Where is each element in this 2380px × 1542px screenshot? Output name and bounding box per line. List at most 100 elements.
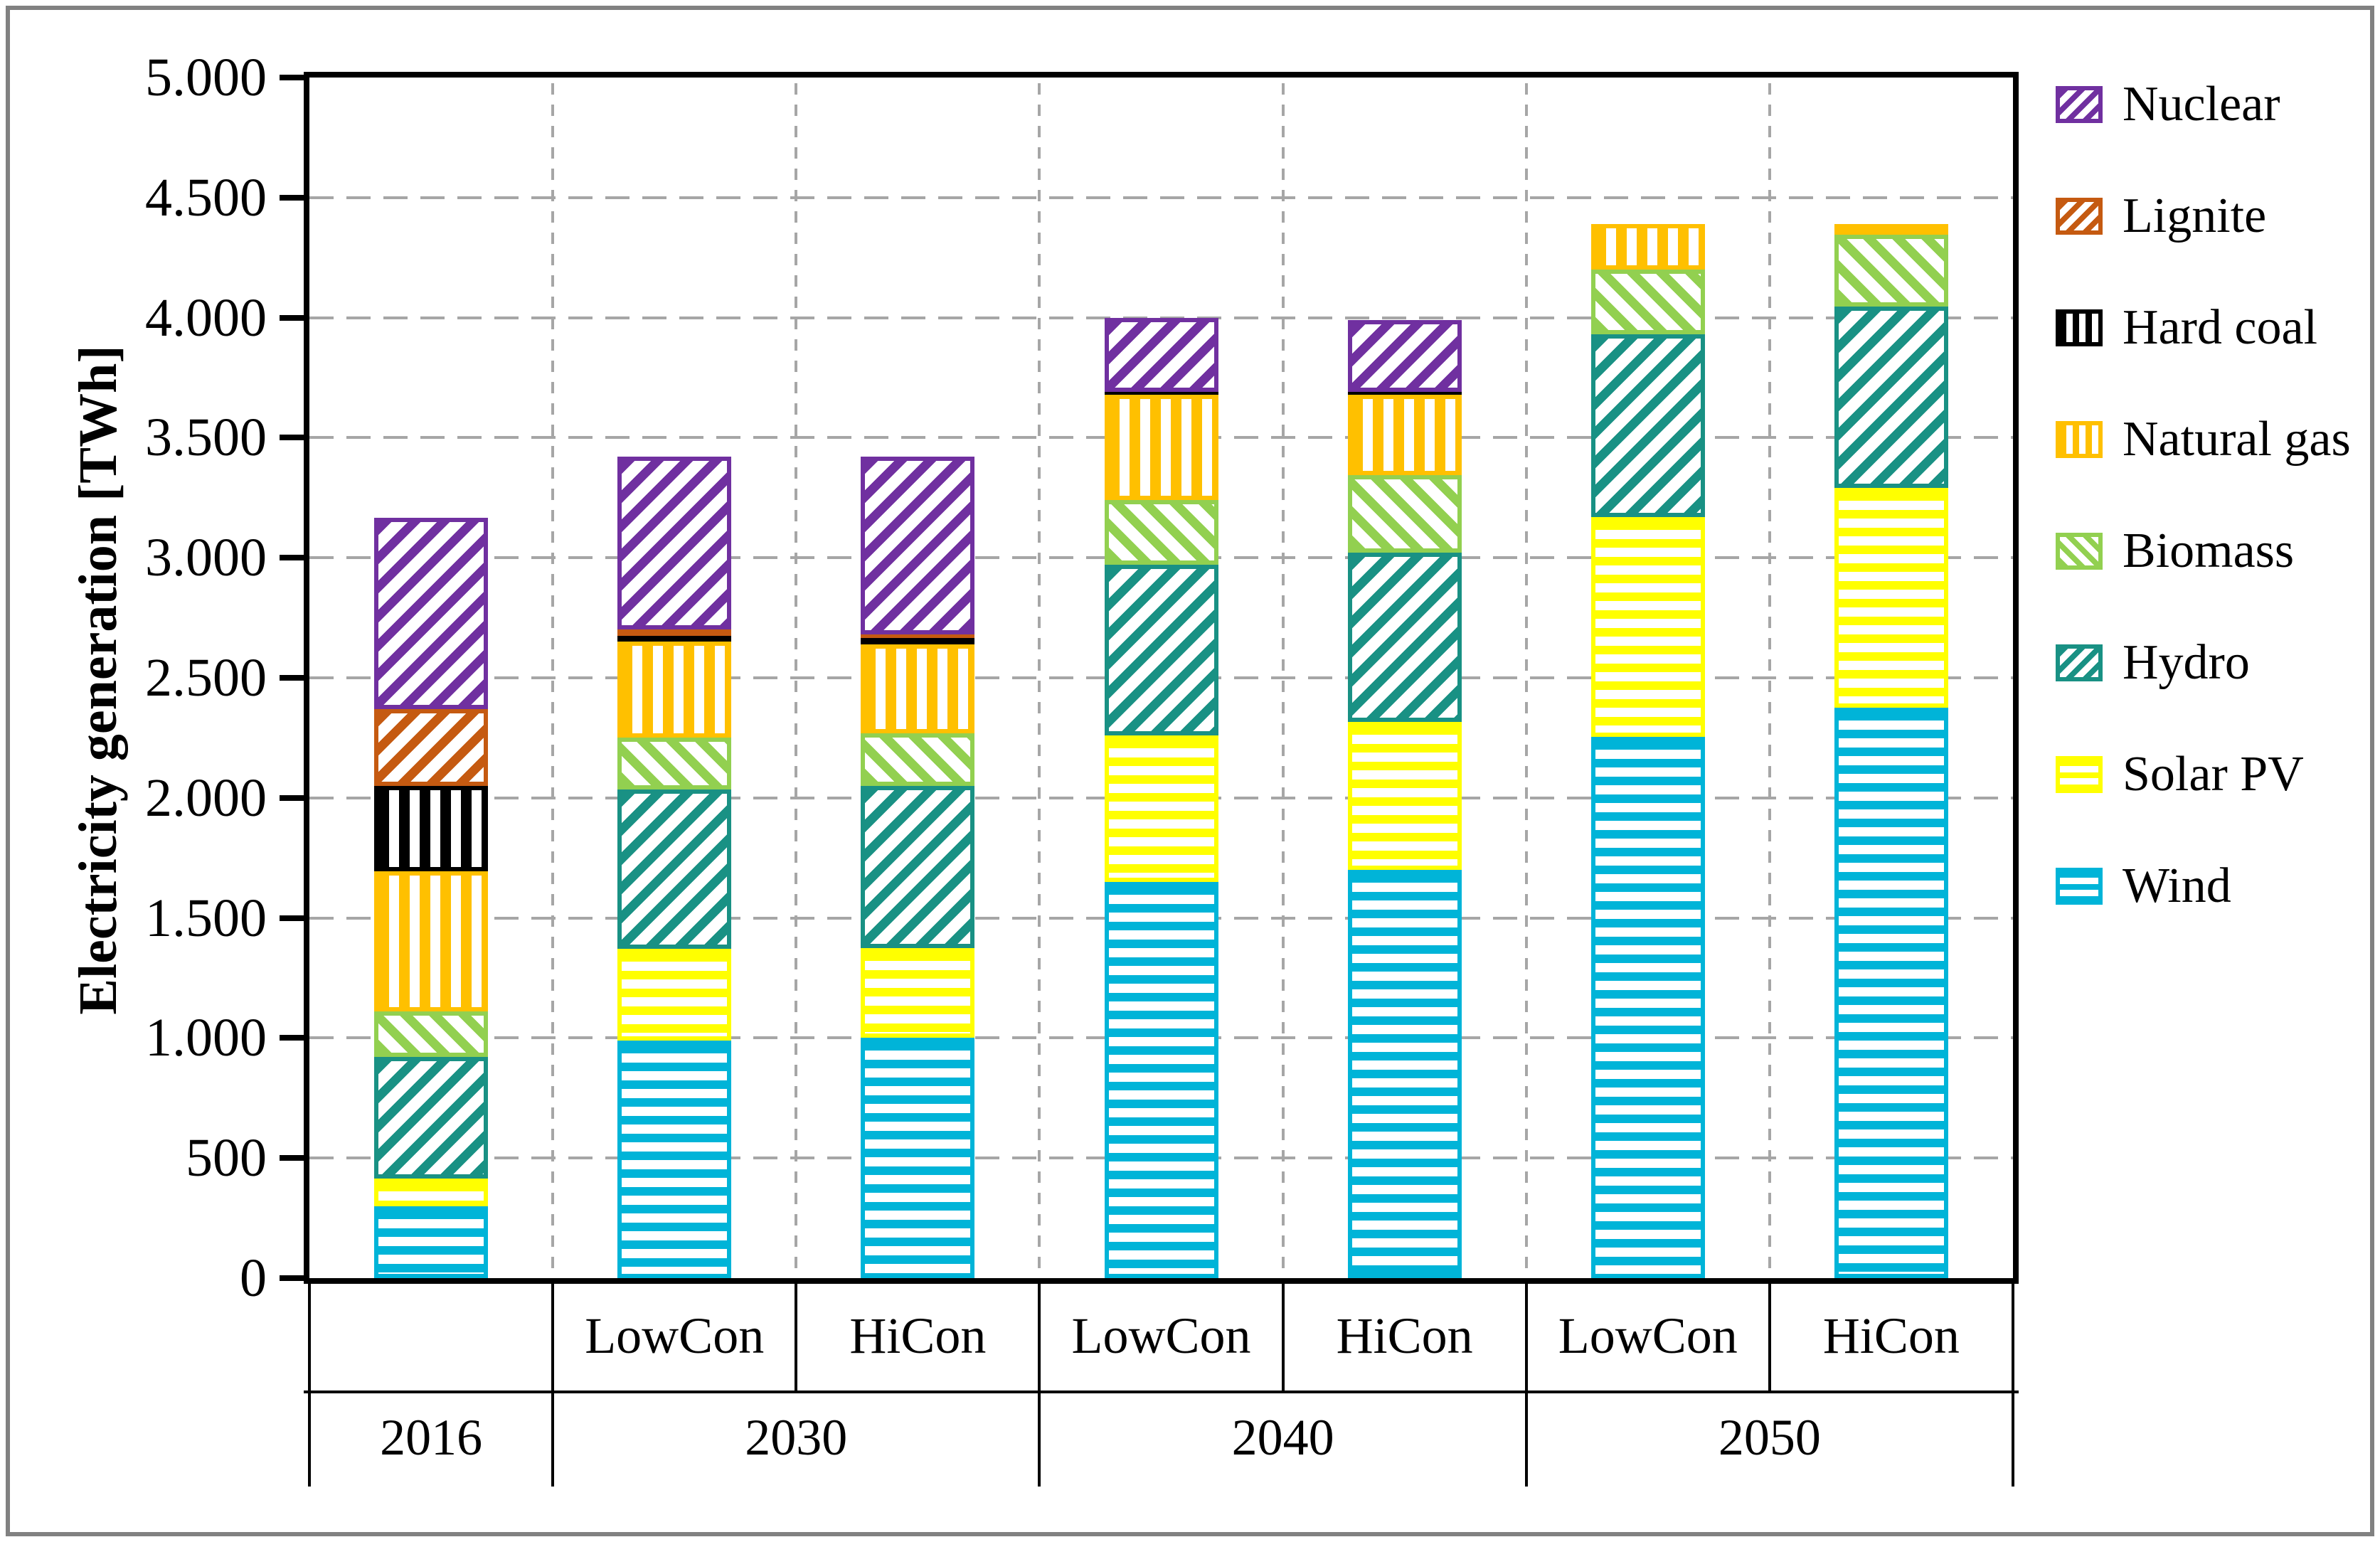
plot-border-top [304, 72, 2019, 78]
y-tick-label-3000: 3.000 [145, 528, 267, 588]
y-tick-label-2000: 2.000 [145, 767, 267, 828]
y-tick-label-4000: 4.000 [145, 287, 267, 348]
legend-label: Hydro [2123, 635, 2250, 690]
y-axis-line [304, 72, 309, 1284]
segment-hard-coal [1104, 392, 1218, 395]
segment-lignite [861, 634, 975, 639]
segment-solar-pv [374, 1178, 489, 1206]
x-axis-line [304, 1278, 2019, 1284]
y-tick-1000 [280, 1035, 304, 1041]
gridline-v-5 [1524, 83, 1528, 1278]
year-separator-2 [1038, 1393, 1041, 1487]
segment-lignite [374, 708, 489, 786]
y-tick-label-5000: 5.000 [145, 48, 267, 107]
gridline-v-3 [1038, 83, 1041, 1278]
scenario-separator-0 [308, 1284, 311, 1392]
segment-wind [1347, 870, 1462, 1278]
segment-natural-gas [374, 871, 489, 1012]
segment-biomass [1590, 270, 1705, 335]
segment-nuclear [1104, 317, 1218, 393]
scenario-label-2: HiCon [849, 1307, 987, 1364]
legend-swatch-lignite [2056, 198, 2103, 235]
segment-nuclear [1347, 319, 1462, 393]
bar-2050-lowcon [1590, 223, 1705, 1278]
segment-natural-gas [861, 644, 975, 733]
legend-item-wind: Wind [2056, 847, 2231, 925]
y-tick-4500 [280, 194, 304, 201]
y-tick-label-500: 500 [186, 1128, 267, 1189]
segment-natural-gas [1104, 394, 1218, 501]
scenario-separator-6 [1768, 1284, 1771, 1392]
segment-hydro [374, 1057, 489, 1179]
legend-label: Nuclear [2123, 77, 2280, 132]
segment-hard-coal [861, 638, 975, 644]
y-tick-label-0: 0 [240, 1248, 267, 1308]
segment-hard-coal [374, 785, 489, 871]
y-tick-500 [280, 1155, 304, 1161]
plot-border-right [2013, 72, 2019, 1284]
year-separator-4 [2012, 1393, 2014, 1487]
segment-biomass [617, 738, 732, 789]
legend-swatch-solar-pv [2056, 756, 2103, 793]
y-tick-1500 [280, 915, 304, 921]
year-separator-3 [1524, 1393, 1528, 1487]
y-tick-0 [280, 1275, 304, 1281]
segment-wind [1590, 736, 1705, 1278]
segment-solar-pv [617, 949, 732, 1041]
gridline-v-1 [551, 83, 555, 1278]
legend-swatch-hard-coal [2056, 309, 2103, 346]
legend-label: Biomass [2123, 523, 2295, 578]
y-tick-5000 [280, 75, 304, 80]
legend-item-nuclear: Nuclear [2056, 65, 2280, 144]
year-label-2050: 2050 [1718, 1409, 1821, 1466]
legend-item-solar-pv: Solar PV [2056, 735, 2304, 814]
gridline-v-2 [795, 83, 798, 1278]
legend-label: Hard coal [2123, 300, 2318, 355]
y-tick-label-3500: 3.500 [145, 408, 267, 468]
y-tick-2000 [280, 794, 304, 801]
scenario-label-6: HiCon [1822, 1307, 1960, 1364]
gridline-h-4500 [309, 196, 2013, 199]
segment-biomass [1104, 500, 1218, 565]
y-tick-label-4500: 4.500 [145, 167, 267, 228]
scenario-separator-7 [2012, 1284, 2014, 1392]
scenario-label-3: LowCon [1071, 1307, 1251, 1364]
segment-solar-pv [1347, 722, 1462, 871]
year-label-2016: 2016 [380, 1409, 483, 1466]
segment-hydro [1347, 553, 1462, 723]
segment-hydro [617, 789, 732, 950]
legend-swatch-wind [2056, 868, 2103, 905]
legend-swatch-biomass [2056, 533, 2103, 570]
year-separator-1 [551, 1393, 555, 1487]
segment-solar-pv [1104, 735, 1218, 882]
year-label-2030: 2030 [745, 1409, 848, 1466]
segment-nuclear [861, 457, 975, 635]
category-divider-line [304, 1391, 2019, 1393]
segment-wind [374, 1206, 489, 1278]
scenario-separator-2 [795, 1284, 798, 1392]
scenario-label-1: LowCon [585, 1307, 765, 1364]
y-tick-4000 [280, 314, 304, 321]
segment-solar-pv [861, 947, 975, 1038]
y-tick-label-2500: 2.500 [145, 648, 267, 708]
segment-hard-coal [617, 635, 732, 642]
legend-item-natural-gas: Natural gas [2056, 400, 2351, 479]
segment-hard-coal [1347, 392, 1462, 395]
legend-item-lignite: Lignite [2056, 177, 2266, 255]
segment-wind [1104, 881, 1218, 1278]
segment-nuclear [617, 457, 732, 630]
y-tick-label-1000: 1.000 [145, 1008, 267, 1068]
scenario-label-5: LowCon [1558, 1307, 1738, 1364]
legend-item-hydro: Hydro [2056, 624, 2250, 702]
bar-2040-lowcon [1104, 317, 1218, 1278]
legend-swatch-nuclear [2056, 86, 2103, 123]
segment-biomass [1347, 474, 1462, 553]
legend-label: Wind [2123, 858, 2231, 913]
segment-wind [861, 1038, 975, 1278]
segment-solar-pv [1834, 488, 1948, 708]
year-separator-0 [308, 1393, 311, 1487]
figure-outer-border [6, 6, 2374, 1536]
legend-label: Solar PV [2123, 747, 2304, 802]
scenario-separator-5 [1524, 1284, 1528, 1392]
